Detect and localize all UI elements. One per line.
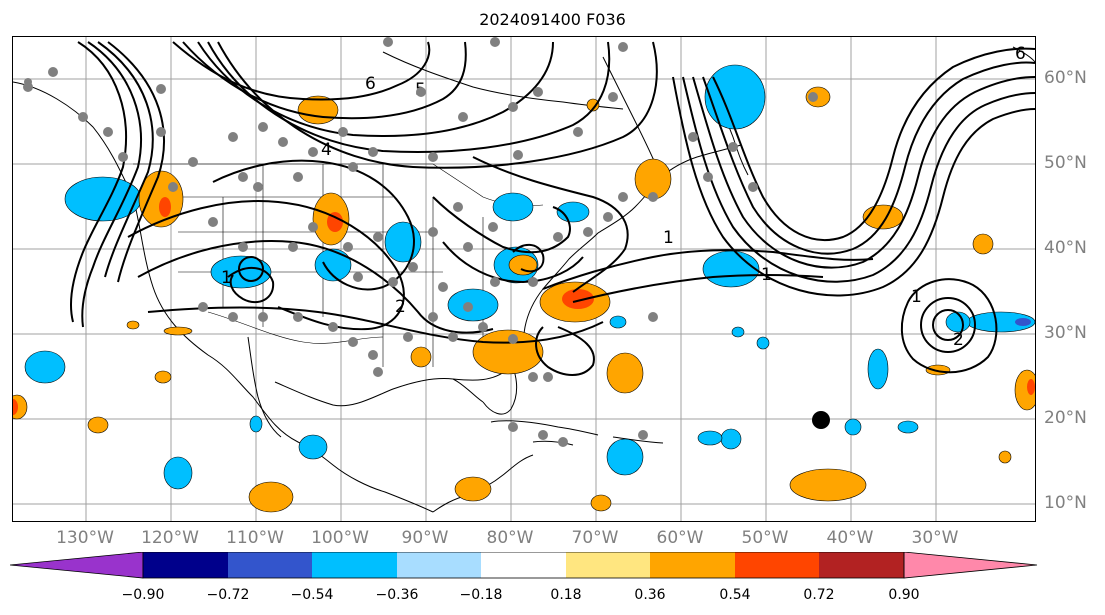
- station-dots: [23, 37, 818, 447]
- colorbar-tick-label: −0.36: [375, 587, 419, 603]
- colorbar-outline: [142, 552, 905, 579]
- colorbar: [10, 552, 1038, 579]
- colorbar-tick-label: −0.54: [290, 587, 334, 603]
- negative-anomaly-strong: [1015, 318, 1031, 326]
- contour-label: 1: [911, 287, 922, 307]
- colorbar-tick-label: 0.36: [634, 587, 666, 603]
- lat-label: 50°N: [1044, 153, 1087, 173]
- colorbar-tick-label: 0.18: [550, 587, 582, 603]
- lon-label: 70°W: [571, 528, 619, 548]
- colorbar-tick-label: −0.72: [206, 587, 250, 603]
- storm-center-marker: [812, 411, 830, 429]
- colorbar-bin: [819, 552, 904, 578]
- colorbar-bin: [143, 552, 228, 578]
- contour-label: 2: [953, 330, 964, 350]
- contour-label: 6: [1015, 44, 1026, 64]
- map-title: 2024091400 F036: [479, 10, 626, 29]
- lon-label: 120°W: [141, 528, 199, 548]
- contour-label: 1: [761, 265, 772, 285]
- negative-anomaly-fills: [24, 64, 1035, 490]
- contour-lines: [70, 41, 1035, 376]
- colorbar-tick-label: −0.90: [121, 587, 165, 603]
- map-svg: 6 5 4 1 1 1 2 2 1 6: [13, 37, 1035, 521]
- contour-label: 6: [365, 74, 376, 94]
- contour-label: 4: [321, 140, 332, 160]
- lon-label: 110°W: [226, 528, 284, 548]
- colorbar-tick-label: 0.90: [888, 587, 920, 603]
- positive-anomaly-strong: [13, 197, 1035, 415]
- lon-label: 80°W: [486, 528, 534, 548]
- colorbar-bin: [312, 552, 397, 578]
- lat-label: 60°N: [1044, 68, 1087, 88]
- colorbar-bin: [566, 552, 650, 578]
- colorbar-bin: [735, 552, 819, 578]
- contour-label: 1: [663, 228, 674, 248]
- lon-label: 50°W: [741, 528, 789, 548]
- contour-label-group: 6 5 4 1 1 1 2 2 1 6: [221, 44, 1026, 350]
- lon-label: 40°W: [826, 528, 874, 548]
- positive-anomaly-fills: [13, 86, 1035, 513]
- map-panel: 6 5 4 1 1 1 2 2 1 6: [12, 36, 1036, 522]
- lon-label: 90°W: [401, 528, 449, 548]
- lat-label: 10°N: [1044, 493, 1087, 513]
- colorbar-extend-max: [903, 552, 1038, 579]
- contour-label: 1: [221, 268, 232, 288]
- colorbar-bin: [481, 552, 566, 578]
- colorbar-extend-min: [10, 552, 144, 579]
- colorbar-bin: [650, 552, 735, 578]
- colorbar-bin: [228, 552, 312, 578]
- colorbar-tick-label: 0.54: [719, 587, 751, 603]
- lat-label: 30°N: [1044, 323, 1087, 343]
- colorbar-tick-label: −0.18: [459, 587, 503, 603]
- lon-label: 30°W: [911, 528, 959, 548]
- lon-label: 100°W: [311, 528, 369, 548]
- lat-label: 20°N: [1044, 408, 1087, 428]
- lon-label: 60°W: [656, 528, 704, 548]
- contour-label: 2: [395, 297, 406, 317]
- colorbar-bin: [397, 552, 481, 578]
- lat-label: 40°N: [1044, 238, 1087, 258]
- colorbar-tick-label: 0.72: [803, 587, 835, 603]
- lon-label: 130°W: [56, 528, 114, 548]
